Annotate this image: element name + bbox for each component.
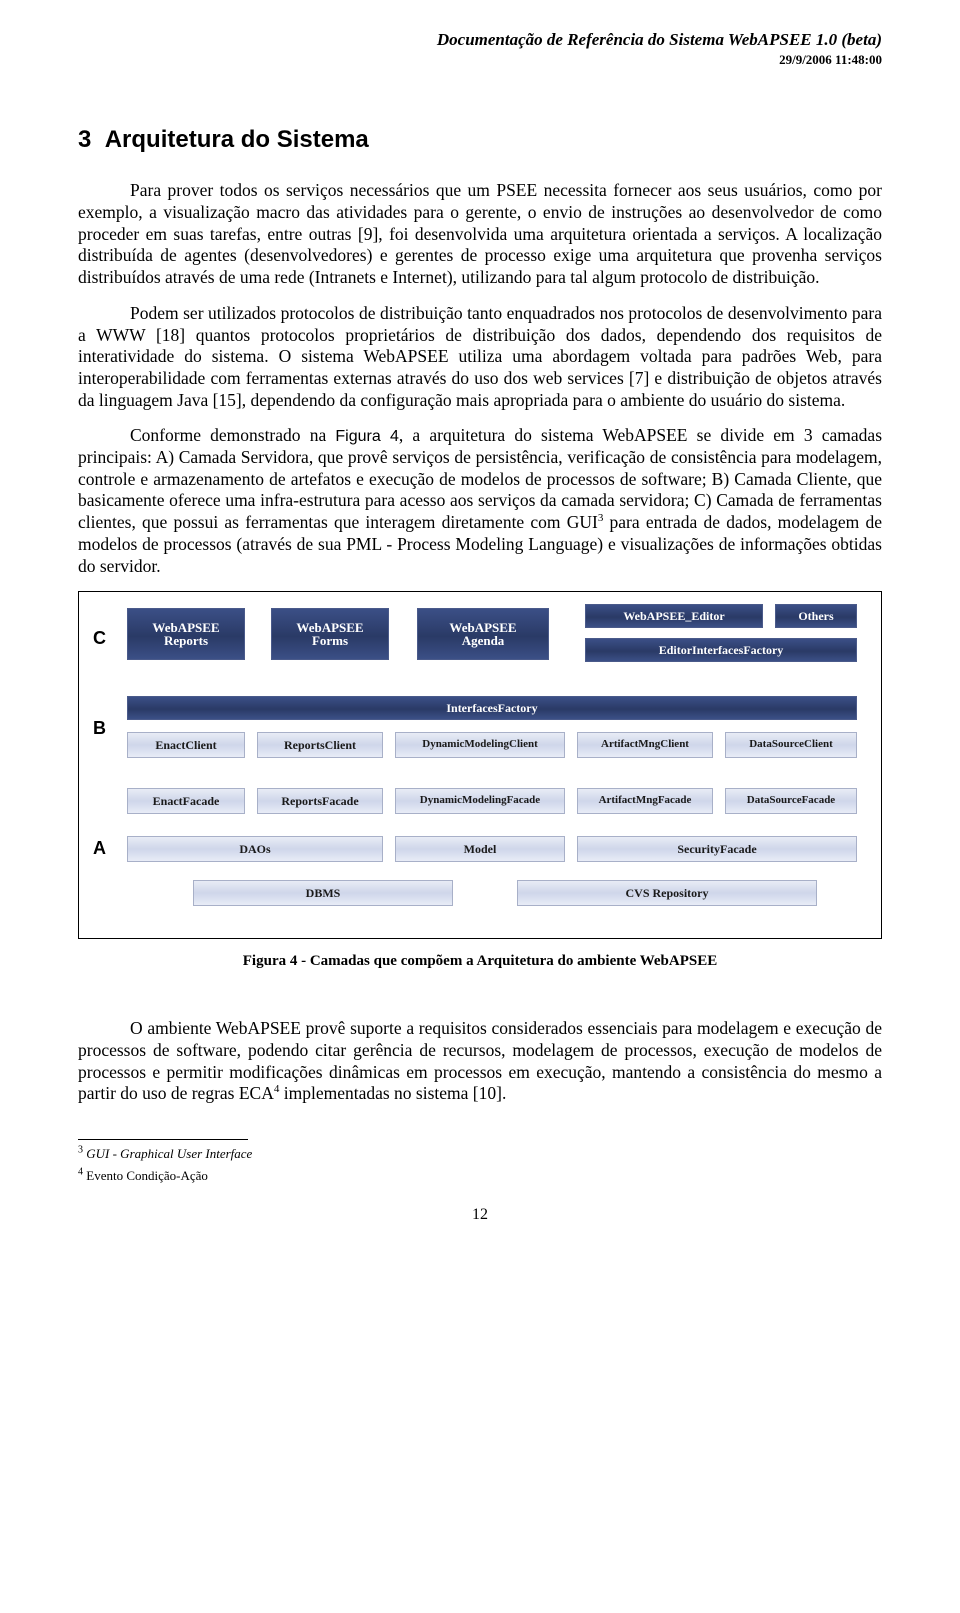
- box-daos: DAOs: [127, 836, 383, 862]
- document-page: Documentação de Referência do Sistema We…: [0, 0, 960, 1264]
- box-editor-interfaces-factory: EditorInterfacesFactory: [585, 638, 857, 662]
- box-reports-client: ReportsClient: [257, 732, 383, 758]
- layer-label-b: B: [93, 718, 106, 739]
- figure-frame: C B A WebAPSEE Reports WebAPSEE Forms We…: [78, 591, 882, 939]
- architecture-diagram: C B A WebAPSEE Reports WebAPSEE Forms We…: [85, 598, 875, 920]
- box-interfaces-factory: InterfacesFactory: [127, 696, 857, 720]
- box-webapsee-reports: WebAPSEE Reports: [127, 608, 245, 660]
- box-webapsee-editor: WebAPSEE_Editor: [585, 604, 763, 628]
- box-cvs-repository: CVS Repository: [517, 880, 817, 906]
- footnote-rule: [78, 1139, 248, 1140]
- layer-label-c: C: [93, 628, 106, 649]
- box-enact-facade: EnactFacade: [127, 788, 245, 814]
- box-data-source-facade: DataSourceFacade: [725, 788, 857, 814]
- box-model: Model: [395, 836, 565, 862]
- box-security-facade: SecurityFacade: [577, 836, 857, 862]
- box-dynamic-modeling-facade: DynamicModelingFacade: [395, 788, 565, 814]
- box-reports-facade: ReportsFacade: [257, 788, 383, 814]
- paragraph-4: O ambiente WebAPSEE provê suporte a requ…: [78, 1018, 882, 1105]
- paragraph-1: Para prover todos os serviços necessário…: [78, 180, 882, 288]
- p3-figure-ref: Figura 4: [335, 428, 399, 445]
- box-enact-client: EnactClient: [127, 732, 245, 758]
- footnote-3: 3 GUI - Graphical User Interface: [78, 1146, 882, 1162]
- p3-part-a: Conforme demonstrado na: [130, 425, 335, 445]
- box-data-source-client: DataSourceClient: [725, 732, 857, 758]
- box-webapsee-forms: WebAPSEE Forms: [271, 608, 389, 660]
- footnote-4-text: Evento Condição-Ação: [83, 1168, 208, 1183]
- box-dbms: DBMS: [193, 880, 453, 906]
- box-others: Others: [775, 604, 857, 628]
- box-dynamic-modeling-client: DynamicModelingClient: [395, 732, 565, 758]
- paragraph-2: Podem ser utilizados protocolos de distr…: [78, 303, 882, 411]
- footnote-4: 4 Evento Condição-Ação: [78, 1168, 882, 1184]
- section-number: 3: [78, 126, 91, 153]
- section-heading: 3 Arquitetura do Sistema: [78, 126, 882, 154]
- footnote-3-text: GUI - Graphical User Interface: [83, 1146, 252, 1161]
- header-datetime: 29/9/2006 11:48:00: [78, 52, 882, 68]
- layer-label-a: A: [93, 838, 106, 859]
- page-number: 12: [78, 1206, 882, 1224]
- p4-part-b: implementadas no sistema [10].: [279, 1083, 506, 1103]
- box-artifact-mng-facade: ArtifactMngFacade: [577, 788, 713, 814]
- box-artifact-mng-client: ArtifactMngClient: [577, 732, 713, 758]
- paragraph-3: Conforme demonstrado na Figura 4, a arqu…: [78, 425, 882, 577]
- section-title-text: Arquitetura do Sistema: [105, 126, 369, 153]
- header-title: Documentação de Referência do Sistema We…: [78, 30, 882, 50]
- box-webapsee-agenda: WebAPSEE Agenda: [417, 608, 549, 660]
- figure-caption: Figura 4 - Camadas que compõem a Arquite…: [78, 953, 882, 970]
